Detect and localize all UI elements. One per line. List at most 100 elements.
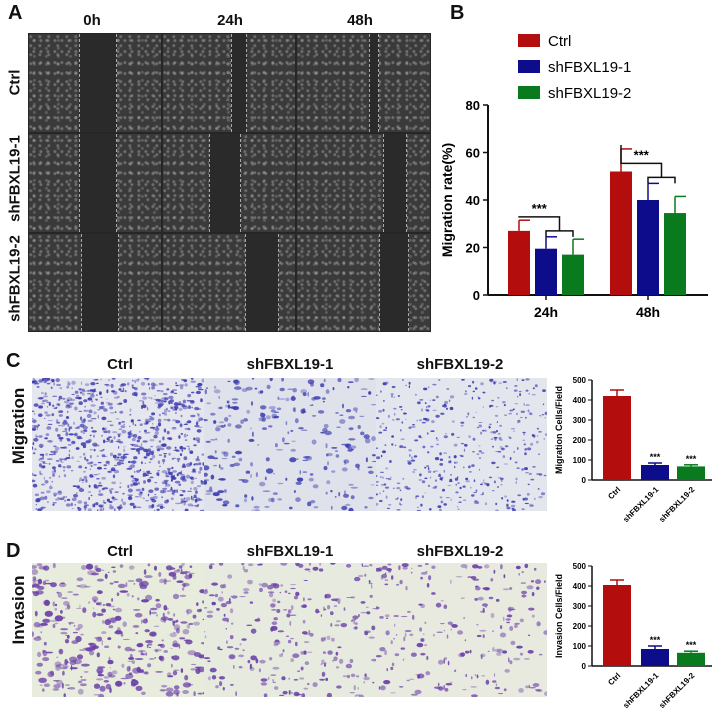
stained-cell (384, 650, 387, 656)
stained-cell (165, 565, 173, 571)
stained-cell (76, 577, 84, 582)
stained-cell (84, 409, 86, 412)
micrograph-ctrl-48h (296, 33, 431, 133)
stained-cell (460, 597, 465, 599)
stained-cell (60, 582, 65, 585)
stained-cell (67, 444, 72, 446)
stained-cell (114, 508, 116, 511)
stained-cell (55, 498, 60, 501)
stained-cell (225, 601, 232, 605)
stained-cell (480, 382, 484, 386)
stained-cell (92, 442, 98, 447)
stained-cell (473, 479, 476, 483)
stained-cell (465, 390, 467, 393)
stained-cell (35, 500, 38, 503)
stained-cell (464, 639, 467, 642)
stained-cell (174, 405, 179, 410)
stained-cell (39, 457, 44, 460)
stained-cell (42, 688, 45, 692)
stained-cell (302, 459, 309, 462)
stained-cell (404, 630, 412, 632)
stained-cell (175, 382, 177, 385)
stained-cell (355, 622, 358, 625)
stained-cell (421, 480, 426, 484)
stained-cell (74, 432, 78, 437)
stained-cell (38, 413, 43, 417)
stained-cell (420, 576, 423, 580)
stained-cell (80, 430, 83, 433)
stained-cell (272, 473, 276, 475)
stained-cell (40, 465, 45, 469)
stained-cell (354, 576, 361, 582)
stained-cell (466, 415, 468, 418)
stained-cell (176, 627, 180, 634)
stained-cell (90, 418, 97, 420)
stained-cell (462, 485, 466, 488)
stained-cell (218, 563, 224, 566)
stained-cell (102, 427, 105, 430)
stained-cell (348, 507, 354, 511)
stained-cell (322, 397, 326, 400)
stained-cell (170, 486, 173, 491)
stained-cell (160, 616, 169, 621)
stained-cell (170, 402, 173, 404)
stained-cell (277, 482, 284, 485)
stained-cell (51, 480, 53, 483)
stained-cell (130, 448, 136, 450)
stained-cell (416, 642, 424, 648)
stained-cell (109, 504, 112, 506)
stained-cell (96, 613, 104, 617)
stained-cell (134, 658, 144, 660)
stained-cell (492, 630, 494, 633)
stained-cell (517, 395, 519, 398)
stained-cell (82, 432, 86, 434)
stained-cell (345, 663, 353, 669)
stained-cell (451, 624, 458, 628)
stained-cell (218, 421, 225, 424)
stained-cell (52, 473, 55, 477)
stained-cell (529, 412, 533, 415)
stained-cell (38, 566, 47, 570)
stained-cell (118, 402, 123, 405)
stained-cell (173, 613, 176, 617)
stained-cell (160, 400, 165, 402)
stained-cell (118, 422, 122, 425)
stained-cell (420, 572, 428, 575)
stained-cell (137, 649, 146, 653)
stained-cell (199, 466, 203, 471)
stained-cell (421, 495, 424, 499)
stained-cell (239, 643, 242, 646)
stained-cell (519, 618, 524, 623)
y-tick-label: 100 (573, 642, 587, 651)
stained-cell (151, 386, 155, 390)
stained-cell (379, 492, 381, 495)
stained-cell (524, 502, 529, 505)
stained-cell (330, 563, 336, 565)
stained-cell (99, 685, 106, 692)
stained-cell (32, 442, 35, 446)
stained-cell (227, 423, 232, 427)
stained-cell (169, 399, 174, 403)
stained-cell (417, 565, 423, 567)
stained-cell (175, 502, 181, 505)
stained-cell (199, 509, 204, 511)
stained-cell (147, 431, 151, 434)
stained-cell (310, 382, 314, 387)
stained-cell (89, 449, 93, 451)
stained-cell (54, 603, 58, 607)
stained-cell (36, 386, 40, 388)
stained-cell (119, 590, 129, 593)
stained-cell (325, 453, 329, 457)
stained-cell (54, 607, 58, 611)
stained-cell (486, 483, 490, 487)
stained-cell (128, 465, 133, 470)
stained-cell (308, 571, 311, 573)
stained-cell (46, 501, 49, 504)
stained-cell (482, 406, 484, 408)
stained-cell (45, 651, 54, 654)
stained-cell (190, 380, 196, 383)
stained-cell (88, 496, 90, 501)
stained-cell (160, 443, 166, 447)
stained-cell (204, 419, 209, 422)
stained-cell (195, 490, 198, 494)
